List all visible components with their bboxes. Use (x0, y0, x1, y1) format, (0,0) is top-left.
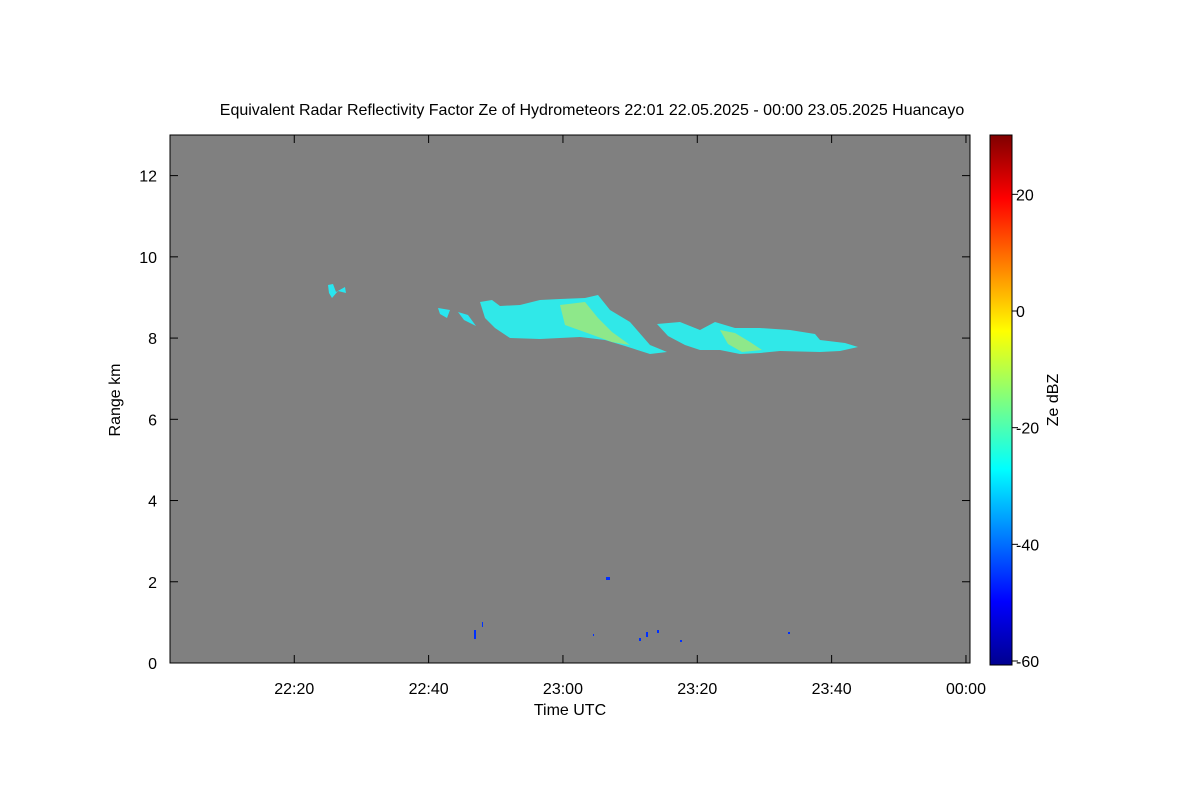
x-tick-label: 22:40 (409, 681, 449, 698)
y-tick-label: 10 (139, 250, 157, 267)
colorbar-tick-label: -40 (1016, 537, 1039, 554)
echo (657, 322, 858, 354)
y-axis-label: Range km (107, 364, 124, 437)
echo (720, 330, 762, 352)
colorbar-tick-label: -60 (1016, 654, 1039, 671)
colorbar (989, 134, 1013, 666)
x-tick-label: 22:20 (274, 681, 314, 698)
colorbar-tick-label: 0 (1016, 304, 1025, 321)
y-tick-label: 0 (148, 656, 157, 673)
y-tick-label: 4 (148, 494, 157, 511)
y-tick-label: 12 (139, 169, 157, 186)
colorbar-tick-label: -20 (1016, 421, 1039, 438)
colorbar-label: Ze dBZ (1045, 374, 1062, 427)
x-axis-label: Time UTC (534, 702, 606, 719)
chart-title: Equivalent Radar Reflectivity Factor Ze … (220, 102, 965, 119)
echo (438, 308, 476, 326)
x-tick-label: 23:40 (812, 681, 852, 698)
echoes (328, 284, 858, 642)
echo (328, 284, 346, 298)
y-tick-label: 6 (148, 412, 157, 429)
plot-background (169, 134, 971, 664)
x-tick-label: 23:00 (543, 681, 583, 698)
colorbar-tick-label: 20 (1016, 187, 1034, 204)
x-tick-label: 00:00 (946, 681, 986, 698)
echo (560, 302, 630, 345)
y-tick-label: 2 (148, 575, 157, 592)
y-tick-label: 8 (148, 331, 157, 348)
x-tick-label: 23:20 (677, 681, 717, 698)
